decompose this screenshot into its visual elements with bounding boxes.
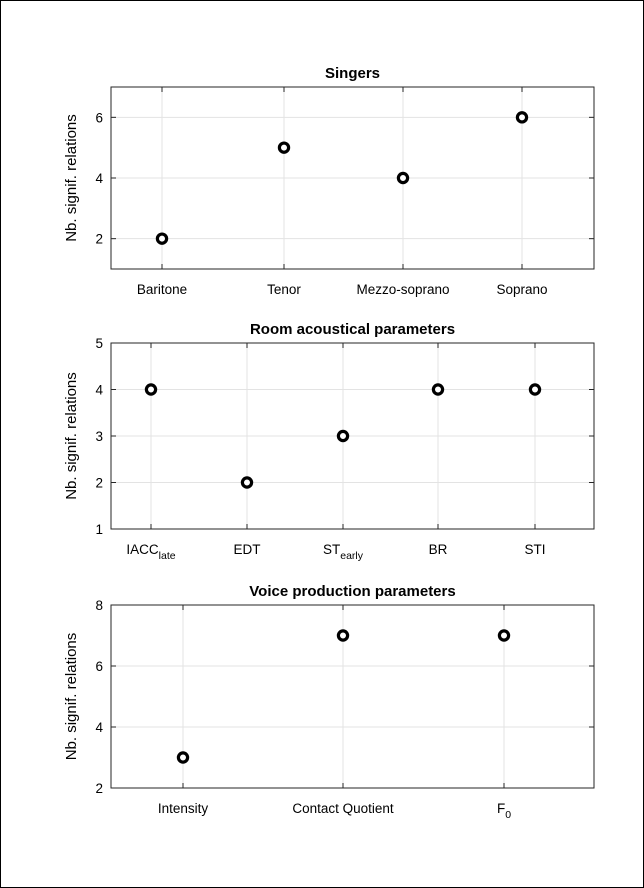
data-point: [240, 476, 254, 489]
axes-box: [110, 604, 595, 789]
x-tick-label: Contact Quotient: [292, 801, 394, 816]
y-tick-label: 3: [95, 429, 103, 444]
panel-3: 2 4 6 8 Intensity Contact Quotient F0 Voice pro…: [63, 583, 595, 821]
x-tick-label: BR: [429, 542, 448, 557]
x-tick-label: STI: [524, 542, 545, 557]
data-point: [528, 383, 542, 396]
x-tick-label-subscript: 0: [505, 809, 511, 821]
y-tick-label: 5: [95, 336, 103, 351]
x-tick-label-subscript: late: [159, 550, 176, 562]
chart-title: Voice production parameters: [249, 583, 455, 600]
y-tick-label: 2: [95, 232, 103, 247]
panel-1: 2 4 6 Baritone Tenor Mezzo-soprano Soprano Sing…: [63, 65, 595, 297]
x-tick-label: EDT: [234, 542, 261, 557]
data-point: [155, 232, 169, 245]
y-tick-label: 4: [95, 171, 103, 186]
y-tick-label: 6: [95, 659, 103, 674]
x-tick-label: STearly: [323, 542, 364, 562]
panel-2: 1 2 3 4 5 IACClate EDT STearly BR STI Room acousti…: [63, 321, 595, 562]
x-tick-label-subscript: early: [340, 550, 364, 562]
y-axis-label: Nb. signif. relations: [63, 372, 80, 500]
data-point: [336, 429, 350, 443]
data-point: [396, 171, 410, 185]
x-tick-label: Mezzo-soprano: [356, 282, 449, 297]
y-axis-label: Nb. signif. relations: [63, 114, 80, 242]
y-tick-label: 1: [95, 522, 103, 537]
data-point: [176, 751, 190, 764]
x-tick-label: Baritone: [137, 282, 187, 297]
y-tick-label: 2: [95, 476, 103, 491]
data-point: [431, 383, 445, 396]
data-point: [497, 629, 511, 642]
data-point: [336, 629, 350, 642]
data-point: [144, 383, 158, 396]
data-point: [277, 141, 291, 154]
chart-title: Singers: [325, 65, 380, 82]
chart-title: Room acoustical parameters: [250, 321, 455, 338]
y-tick-label: 8: [95, 598, 103, 613]
x-tick-label: Soprano: [496, 282, 547, 297]
data-point: [515, 111, 529, 124]
y-tick-label: 2: [95, 781, 103, 796]
y-tick-label: 4: [95, 720, 103, 735]
x-tick-label: F0: [497, 801, 511, 821]
y-tick-label: 6: [95, 110, 103, 125]
x-tick-label: Tenor: [267, 282, 301, 297]
x-tick-label: Intensity: [158, 801, 209, 816]
y-tick-label: 4: [95, 383, 103, 398]
y-axis-label: Nb. signif. relations: [63, 633, 80, 761]
x-tick-label: IACClate: [126, 542, 175, 562]
